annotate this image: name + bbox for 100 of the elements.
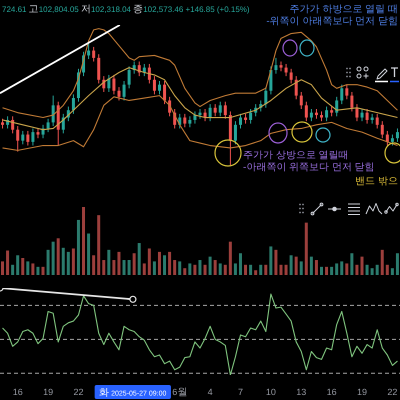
bar [92, 255, 96, 275]
x-tick-label: 19 [357, 387, 368, 397]
bar [249, 264, 252, 275]
bar [320, 266, 323, 275]
candlestick [52, 95, 55, 127]
bar [264, 264, 268, 275]
bar [259, 264, 262, 275]
candlestick [148, 63, 151, 84]
candlestick [152, 76, 156, 95]
bar [300, 261, 303, 275]
bar [310, 256, 313, 275]
bar [183, 268, 186, 275]
candlestick [92, 46, 96, 62]
candlestick [214, 104, 217, 117]
bar [386, 264, 389, 275]
bar [218, 263, 222, 275]
candlestick [366, 108, 369, 124]
bar [269, 246, 272, 275]
bar [360, 256, 364, 275]
bar [228, 242, 232, 275]
bar [224, 264, 227, 275]
candlestick [294, 76, 298, 100]
candlestick [269, 66, 272, 95]
candlestick [142, 63, 146, 77]
candlestick [350, 91, 354, 112]
candlestick [234, 120, 237, 145]
bar [188, 263, 192, 275]
bar [152, 261, 156, 275]
bar [294, 256, 298, 275]
x-tick-label: 19 [43, 387, 54, 397]
candlestick [97, 54, 100, 84]
x-tick-label: 16 [326, 387, 337, 397]
x-tick-label: 13 [296, 387, 306, 397]
bar [56, 238, 60, 275]
candlestick [320, 110, 324, 122]
candlestick [249, 108, 252, 124]
bar [274, 250, 278, 275]
x-tick-label: 7 [238, 387, 244, 397]
bar [31, 263, 34, 275]
bar [76, 220, 80, 275]
candlestick [274, 57, 278, 74]
text: 주가가 하방으로 열릴 때 -위쪽이 아래쪽보다 먼저 닫힘 [266, 4, 398, 27]
candlestick [117, 86, 120, 101]
candlestick [380, 120, 384, 139]
candlestick [193, 110, 196, 124]
bar [314, 260, 318, 275]
bar [366, 264, 369, 275]
bar [6, 250, 10, 275]
candlestick [325, 106, 328, 122]
bar [325, 266, 328, 275]
bar [42, 266, 45, 275]
bar [1, 261, 4, 275]
bar [290, 255, 293, 275]
bar [62, 248, 65, 275]
bar [173, 260, 176, 275]
candlestick [360, 108, 364, 122]
bar [168, 252, 172, 275]
candlestick [204, 108, 207, 122]
bar [138, 243, 141, 275]
bar [396, 253, 399, 275]
candlestick [396, 128, 399, 142]
bar [380, 250, 384, 275]
bar [97, 215, 100, 275]
candlestick [208, 104, 212, 122]
x-tick-label: 10 [266, 387, 276, 397]
candlestick [163, 80, 166, 105]
bar [142, 263, 146, 275]
bar [284, 264, 288, 275]
candlestick [1, 118, 4, 129]
bar [132, 253, 136, 275]
bar [46, 250, 50, 275]
candlestick [31, 128, 34, 146]
candlestick [198, 108, 202, 120]
text: 724.61 고102,804.05 저102,318.04 종102,573.46 +146.85 (+0.15%) [2, 4, 250, 15]
candlestick [340, 84, 344, 105]
bar [72, 248, 75, 275]
bar [345, 263, 348, 275]
bar [87, 234, 90, 275]
candlestick [46, 118, 50, 133]
bar [102, 260, 106, 275]
bar [234, 263, 237, 275]
x-tick-label: 22 [73, 387, 84, 397]
candlestick [314, 108, 318, 120]
bar [335, 263, 338, 275]
candlestick [264, 86, 268, 108]
bar [204, 264, 207, 275]
bar [340, 261, 344, 275]
bar [390, 268, 394, 275]
bar [304, 222, 308, 275]
candlestick [345, 84, 348, 100]
bar [244, 264, 248, 275]
candlestick [300, 91, 303, 110]
bar [11, 264, 14, 275]
candlestick [386, 130, 389, 146]
candlestick [244, 113, 248, 124]
bar [355, 264, 358, 275]
candlestick [284, 63, 288, 77]
candlestick [304, 101, 308, 122]
x-tick-label: 6월 [172, 387, 188, 398]
bar [238, 253, 242, 275]
